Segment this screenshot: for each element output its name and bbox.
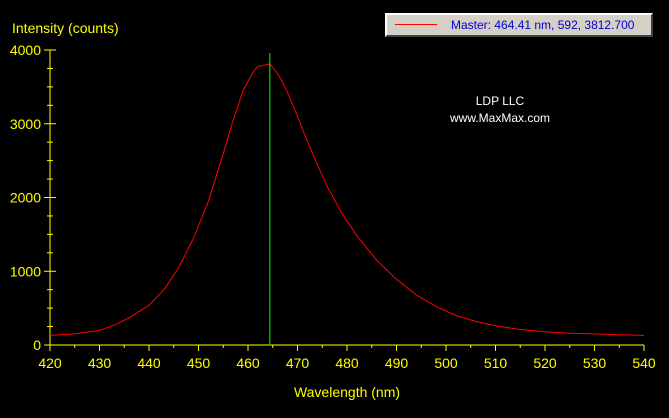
- series-line-master: [49, 63, 645, 336]
- x-tick-label: 440: [137, 355, 161, 371]
- x-tick-label: 490: [385, 355, 409, 371]
- y-tick-label: 2000: [10, 190, 41, 206]
- tick-labels: 420 430 440 450 460 470 480 490 500 510 520 530 540 0…: [10, 42, 656, 371]
- x-tick-label: 430: [88, 355, 112, 371]
- x-tick-label: 470: [286, 355, 310, 371]
- x-tick-label: 460: [236, 355, 260, 371]
- y-tick-label: 1000: [10, 263, 41, 279]
- x-tick-label: 480: [335, 355, 359, 371]
- legend-entry-master: Master: 464.41 nm, 592, 3812.700: [451, 18, 635, 32]
- x-tick-label: 510: [484, 355, 508, 371]
- y-axis-title: Intensity (counts): [12, 20, 119, 36]
- x-tick-label: 500: [434, 355, 458, 371]
- x-tick-label: 450: [187, 355, 211, 371]
- series-layer: [49, 63, 645, 336]
- x-tick-label: 530: [583, 355, 607, 371]
- x-tick-label: 420: [38, 355, 62, 371]
- annotation-company: LDP LLC: [475, 94, 525, 108]
- x-tick-label: 520: [533, 355, 557, 371]
- legend-box[interactable]: Master: 464.41 nm, 592, 3812.700: [385, 13, 653, 37]
- y-tick-label: 0: [33, 337, 41, 353]
- annotation-website: www.MaxMax.com: [449, 111, 550, 125]
- x-axis-title: Wavelength (nm): [293, 384, 401, 400]
- y-tick-label: 4000: [10, 42, 41, 58]
- legend-swatch-master: [395, 24, 437, 25]
- ticks: [44, 49, 645, 351]
- y-tick-label: 3000: [10, 116, 41, 132]
- x-tick-label: 540: [632, 355, 656, 371]
